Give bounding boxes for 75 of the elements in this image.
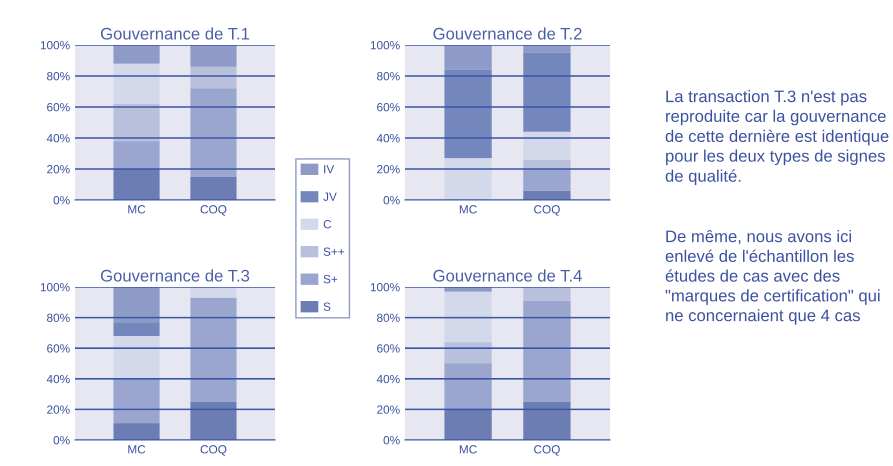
chart-title: Gouvernance de T.2	[433, 27, 582, 40]
bar	[113, 141, 160, 169]
bar	[444, 292, 492, 342]
legend-label: IV	[324, 165, 334, 174]
text: La transaction T.3 n'est pas reproduite car la gouvernance de cette dernière est identique pour les deux types de signes de qualité.	[666, 90, 888, 186]
y-tick-label: 100%	[40, 283, 70, 292]
legend-label: S	[324, 302, 330, 311]
x-tick-label: MC	[460, 205, 477, 214]
bar	[190, 45, 237, 67]
bar	[444, 342, 492, 364]
x-tick-label: COQ	[534, 205, 560, 216]
y-tick-label: 80%	[377, 72, 400, 80]
bar	[113, 169, 160, 200]
bar	[444, 364, 492, 410]
y-tick-label: 80%	[377, 314, 400, 322]
y-tick-label: 20%	[47, 405, 70, 414]
x-tick-label: MC	[128, 445, 146, 454]
x-tick-label: MC	[460, 445, 477, 454]
bar	[523, 402, 571, 440]
y-tick-label: 40%	[46, 374, 70, 384]
y-tick-label: 40%	[376, 134, 400, 142]
x-tick-label: COQ	[200, 205, 226, 216]
y-tick-label: 60%	[377, 344, 400, 353]
bar	[190, 298, 237, 402]
y-tick-label: 0%	[384, 436, 400, 444]
chart-title: Gouvernance de T.4	[433, 269, 582, 282]
bar	[444, 158, 492, 200]
bar	[523, 300, 571, 402]
bar	[113, 322, 160, 336]
y-tick-label: 100%	[370, 283, 400, 292]
y-tick-label: 80%	[47, 72, 70, 80]
chart-title: Gouvernance de T.3	[100, 269, 250, 282]
bar	[113, 64, 160, 104]
y-tick-label: 20%	[47, 165, 70, 174]
x-tick-label: MC	[128, 205, 146, 214]
x-tick-label: COQ	[534, 445, 560, 456]
bar	[113, 45, 160, 64]
bar	[523, 160, 571, 169]
bar	[190, 176, 237, 200]
bar	[523, 190, 571, 200]
y-tick-label: 40%	[376, 374, 400, 384]
x-tick-label: COQ	[200, 445, 226, 456]
bar	[523, 45, 571, 53]
bar	[444, 409, 492, 440]
y-tick-label: 0%	[384, 196, 400, 204]
y-tick-label: 80%	[47, 314, 70, 322]
legend-label: S+	[324, 274, 338, 284]
bar	[444, 45, 492, 70]
chart-title: Gouvernance de T.1	[100, 27, 250, 40]
bar	[113, 378, 160, 424]
y-tick-label: 60%	[47, 344, 70, 353]
y-tick-label: 60%	[47, 103, 70, 112]
bar	[523, 52, 571, 132]
bar	[190, 88, 237, 177]
y-tick-label: 40%	[46, 134, 70, 142]
y-tick-label: 20%	[377, 405, 400, 414]
bar	[523, 132, 571, 160]
y-tick-label: 0%	[54, 196, 70, 204]
text: De même, nous avons ici enlevé de l'échantillon les études de cas avec des "marques de certification" qui ne concernaient que 4 cas	[666, 230, 880, 325]
bar	[523, 287, 571, 301]
bar	[444, 70, 492, 158]
y-tick-label: 60%	[377, 103, 400, 112]
bar	[113, 287, 160, 322]
bar	[523, 169, 571, 191]
bar	[113, 336, 160, 379]
bar	[190, 402, 237, 440]
legend-label: C	[324, 220, 332, 228]
y-tick-label: 0%	[54, 436, 70, 444]
legend-label: JV	[323, 192, 337, 201]
bar	[113, 423, 160, 440]
bar	[190, 66, 237, 88]
y-tick-label: 20%	[377, 165, 400, 174]
y-tick-label: 100%	[40, 41, 70, 50]
y-tick-label: 100%	[370, 41, 400, 50]
legend-label: S++	[324, 247, 344, 256]
